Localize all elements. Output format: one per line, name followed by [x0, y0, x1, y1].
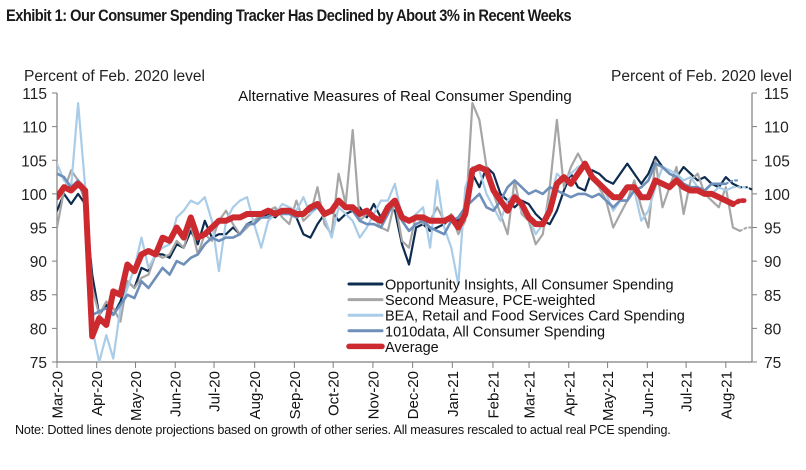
left-y-tick-label: 75 [30, 355, 47, 372]
exhibit-title: Exhibit 1: Our Consumer Spending Tracker… [6, 6, 572, 25]
axes: 75 75 80 80 85 85 90 90 95 95 100 100 105 105 110 110 11… [21, 86, 790, 421]
left-y-tick-label: 80 [30, 321, 48, 338]
x-tick-label: Dec-20 [405, 371, 422, 419]
right-y-tick-label: 75 [764, 355, 781, 372]
x-tick-label: Jul-21 [679, 371, 696, 412]
legend: Opportunity Insights, All Consumer Spend… [346, 278, 685, 356]
series-line-opportunity-insights-all-consumer-spending [57, 155, 741, 316]
series-projection-average [730, 198, 750, 207]
left-y-tick-label: 85 [30, 288, 47, 305]
left-axis-label: Percent of Feb. 2020 level [24, 68, 205, 85]
right-y-tick-label: 110 [764, 120, 789, 137]
x-tick-label: Jul-20 [207, 371, 224, 412]
right-y-tick-label: 115 [764, 86, 789, 103]
right-y-tick-label: 95 [764, 221, 781, 238]
x-tick-label: Aug-20 [247, 371, 264, 419]
legend-label: Average [385, 340, 439, 356]
x-tick-label: Aug-21 [718, 371, 735, 419]
x-tick-label: Apr-21 [561, 371, 578, 416]
left-y-tick-label: 90 [30, 254, 48, 271]
x-tick-label: Mar-20 [50, 371, 67, 419]
x-tick-label: Jun-20 [168, 371, 185, 417]
x-tick-label: Apr-20 [89, 371, 106, 416]
left-y-tick-label: 110 [22, 120, 47, 137]
left-y-tick-label: 115 [22, 86, 47, 103]
x-tick-label: Oct-20 [326, 371, 343, 416]
x-tick-label: Jan-21 [445, 371, 462, 417]
series-line-second-measure-pce-weighted [57, 102, 741, 323]
x-tick-label: May-21 [600, 371, 617, 421]
legend-label: BEA, Retail and Food Services Card Spend… [385, 309, 685, 325]
footnote: Note: Dotted lines denote projections ba… [15, 423, 671, 437]
legend-label: 1010data, All Consumer Spending [385, 324, 605, 340]
right-y-tick-label: 105 [764, 153, 790, 170]
left-y-tick-label: 95 [30, 221, 47, 238]
series-line-average [57, 160, 736, 340]
series-layer [57, 102, 755, 362]
legend-label: Second Measure, PCE-weighted [385, 293, 595, 309]
series-projection-second-measure-pce-weighted [738, 226, 755, 232]
right-y-tick-label: 100 [764, 187, 790, 204]
left-y-tick-label: 105 [21, 153, 47, 170]
x-tick-label: Feb-21 [485, 371, 502, 419]
x-tick-label: Jun-21 [640, 371, 657, 417]
series-projection-1010data-all-consumer-spending [724, 179, 741, 185]
x-tick-label: Sep-20 [287, 371, 304, 419]
chart-title: Alternative Measures of Real Consumer Sp… [238, 88, 572, 105]
right-y-tick-label: 80 [764, 321, 782, 338]
right-y-tick-label: 90 [764, 254, 782, 271]
right-y-tick-label: 85 [764, 288, 781, 305]
right-axis-label: Percent of Feb. 2020 level [611, 68, 792, 85]
x-tick-label: May-20 [128, 371, 145, 421]
x-tick-label: Nov-20 [365, 371, 382, 419]
legend-label: Opportunity Insights, All Consumer Spend… [385, 278, 674, 294]
left-y-tick-label: 100 [21, 187, 47, 204]
x-tick-label: Mar-21 [522, 371, 539, 419]
